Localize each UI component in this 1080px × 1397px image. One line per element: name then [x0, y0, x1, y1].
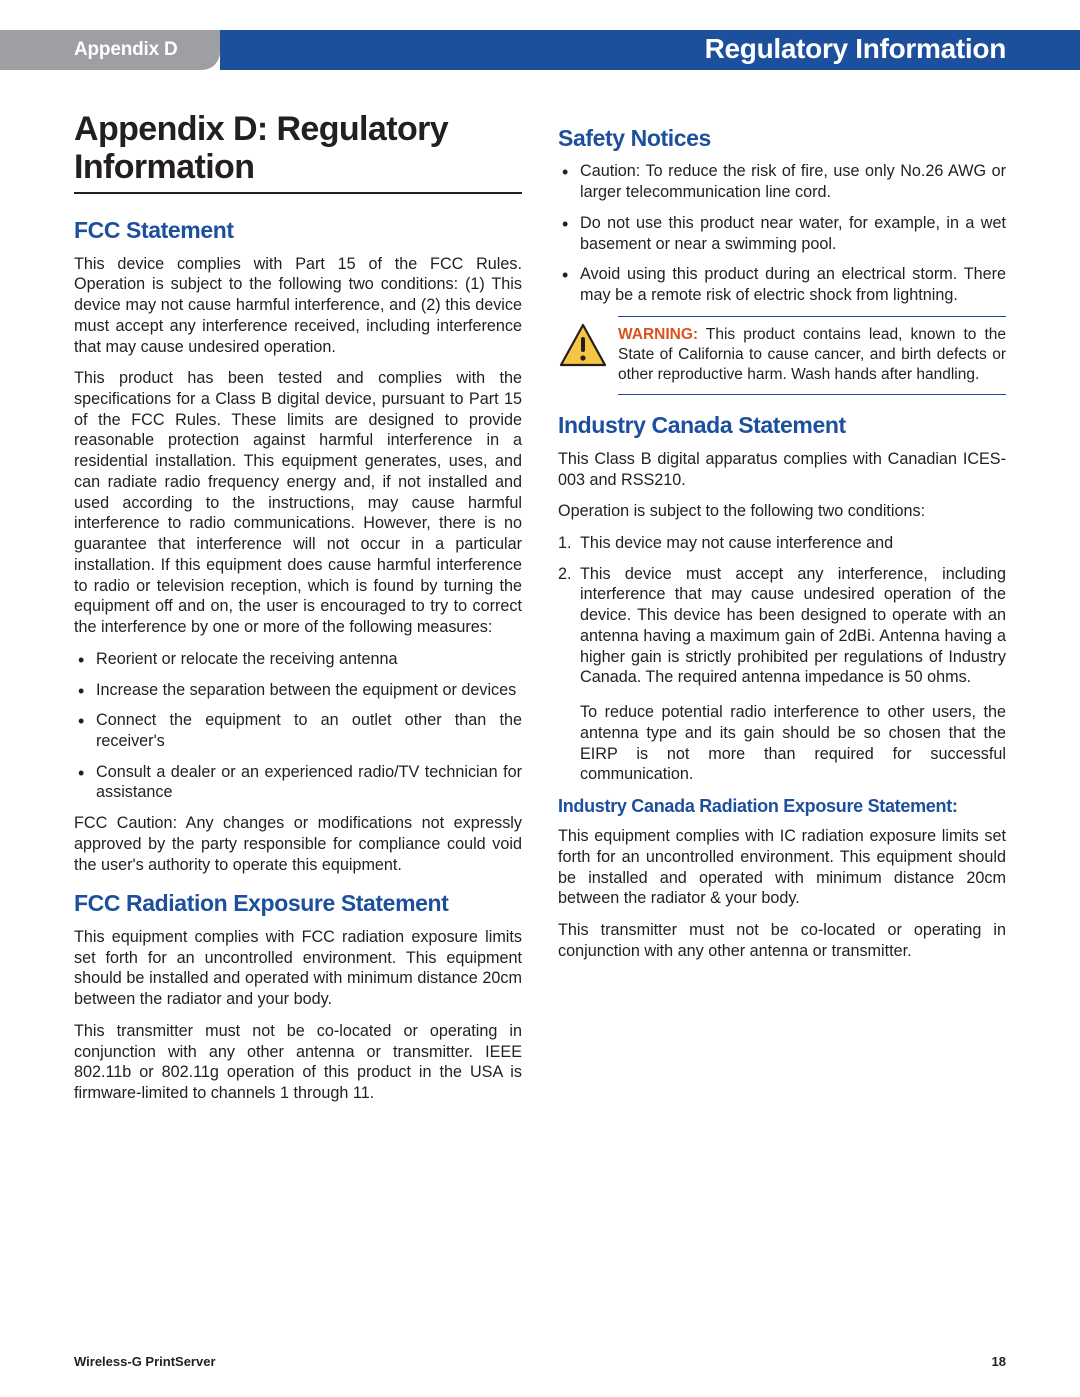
list-item: Increase the separation between the equi… — [74, 680, 522, 701]
footer-product-name: Wireless-G PrintServer — [74, 1354, 216, 1369]
page-body: Appendix D: Regulatory Information FCC S… — [74, 110, 1006, 1337]
list-item: Consult a dealer or an experienced radio… — [74, 762, 522, 803]
warning-triangle-icon — [558, 323, 608, 369]
fcc-bullet-list: Reorient or relocate the receiving anten… — [74, 649, 522, 803]
industry-canada-heading: Industry Canada Statement — [558, 411, 1006, 440]
page-header: Appendix D Regulatory Information — [0, 30, 1080, 70]
ic-radiation-heading: Industry Canada Radiation Exposure State… — [558, 795, 1006, 818]
warning-text: WARNING: This product contains lead, kno… — [618, 325, 1006, 384]
fcc-radiation-paragraph-2: This transmitter must not be co-located … — [74, 1021, 522, 1104]
fcc-paragraph-1: This device complies with Part 15 of the… — [74, 254, 522, 358]
safety-bullet-list: Caution: To reduce the risk of fire, use… — [558, 161, 1006, 305]
list-item: Caution: To reduce the risk of fire, use… — [558, 161, 1006, 202]
page-footer: Wireless-G PrintServer 18 — [74, 1354, 1006, 1369]
list-item: This device must accept any interference… — [558, 564, 1006, 785]
list-item-text: This device must accept any interference… — [580, 565, 1006, 687]
ic-inner-paragraph: To reduce potential radio interference t… — [580, 702, 1006, 785]
list-item: Reorient or relocate the receiving anten… — [74, 649, 522, 670]
footer-page-number: 18 — [992, 1354, 1006, 1369]
fcc-paragraph-2: This product has been tested and complie… — [74, 368, 522, 638]
header-title: Regulatory Information — [220, 30, 1080, 70]
header-section-label: Appendix D — [0, 30, 220, 70]
fcc-radiation-paragraph-1: This equipment complies with FCC radiati… — [74, 927, 522, 1010]
warning-label: WARNING: — [618, 326, 698, 343]
safety-notices-heading: Safety Notices — [558, 124, 1006, 153]
ic-radiation-paragraph-2: This transmitter must not be co-located … — [558, 920, 1006, 961]
fcc-caution-paragraph: FCC Caution: Any changes or modification… — [74, 813, 522, 875]
list-item: Do not use this product near water, for … — [558, 213, 1006, 254]
warning-callout: WARNING: This product contains lead, kno… — [618, 316, 1006, 395]
ic-paragraph-2: Operation is subject to the following tw… — [558, 501, 1006, 522]
appendix-title: Appendix D: Regulatory Information — [74, 110, 522, 194]
ic-numbered-list: This device may not cause interference a… — [558, 533, 1006, 785]
list-item: Connect the equipment to an outlet other… — [74, 710, 522, 751]
list-item: Avoid using this product during an elect… — [558, 264, 1006, 305]
fcc-radiation-heading: FCC Radiation Exposure Statement — [74, 889, 522, 918]
fcc-statement-heading: FCC Statement — [74, 216, 522, 245]
list-item: This device may not cause interference a… — [558, 533, 1006, 554]
ic-paragraph-1: This Class B digital apparatus complies … — [558, 449, 1006, 490]
ic-radiation-paragraph-1: This equipment complies with IC radiatio… — [558, 826, 1006, 909]
